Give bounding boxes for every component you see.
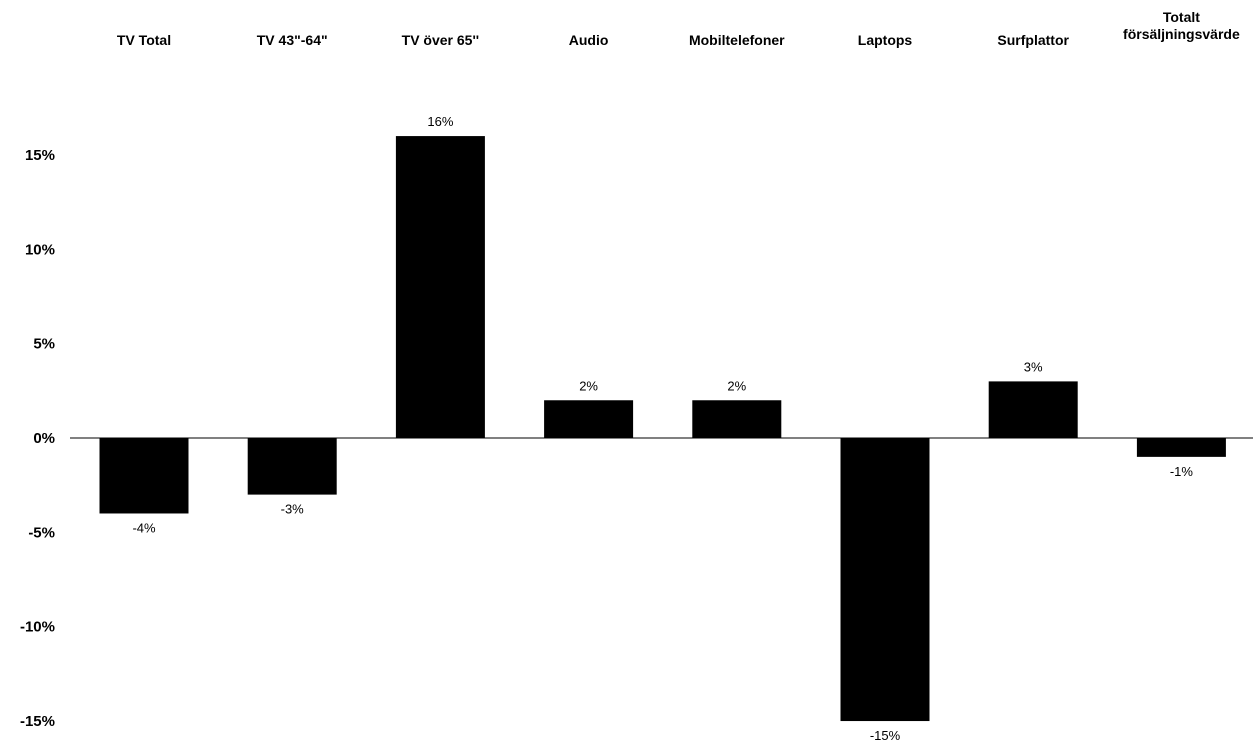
data-label-audio: 2% — [579, 378, 598, 393]
category-label-line: Surfplattor — [997, 32, 1069, 48]
category-label-line: Mobiltelefoner — [689, 32, 785, 48]
category-label-line: Audio — [569, 32, 609, 48]
category-label-laptops: Laptops — [858, 32, 913, 48]
bar-totalt-försäljningsvärde — [1136, 438, 1226, 457]
bar-tv-total — [99, 438, 189, 514]
category-labels: TV Total TV 43"-64" TV över 65'' Audio Mobil… — [117, 9, 1240, 48]
data-label-laptops: -15% — [870, 728, 901, 743]
data-label-tv-över-65: 16% — [427, 114, 453, 129]
bar-audio — [544, 400, 634, 438]
data-labels: -4% -3% 16% 2% 2% -15% 3% -1% — [132, 114, 1193, 743]
category-label-tv-total: TV Total — [117, 32, 171, 48]
category-label-line: Laptops — [858, 32, 913, 48]
bar-surfplattor — [988, 381, 1078, 438]
y-tick-label: 10% — [25, 241, 55, 258]
data-label-totalt-försäljningsvärde: -1% — [1170, 464, 1194, 479]
category-label-surfplattor: Surfplattor — [997, 32, 1069, 48]
bar-mobiltelefoner — [692, 400, 782, 438]
data-label-surfplattor: 3% — [1024, 359, 1043, 374]
y-tick-label: -15% — [20, 713, 55, 730]
category-label-tv-43-64: TV 43"-64" — [257, 32, 328, 48]
category-label-line: TV 43"-64" — [257, 32, 328, 48]
data-label-tv-43-64: -3% — [281, 502, 305, 517]
y-tick-label: 5% — [33, 336, 55, 353]
category-label-tv-över-65: TV över 65'' — [402, 32, 479, 48]
category-label-line: TV Total — [117, 32, 171, 48]
category-label-mobiltelefoner: Mobiltelefoner — [689, 32, 785, 48]
y-tick-label: -10% — [20, 619, 55, 636]
category-label-line: försäljningsvärde — [1123, 26, 1240, 42]
bar-tv-över-65 — [395, 136, 485, 438]
y-axis-tick-labels: 15% 10% 5% 0% -5% -10% -15% — [20, 147, 55, 730]
y-tick-label: 0% — [33, 430, 55, 447]
y-tick-label: -5% — [28, 524, 55, 541]
bars — [99, 136, 1226, 722]
y-tick-label: 15% — [25, 147, 55, 164]
category-label-line: Totalt — [1163, 9, 1200, 25]
category-label-totalt-försäljningsvärde: Totalt försäljningsvärde — [1123, 9, 1240, 42]
bar-tv-43-64 — [247, 438, 337, 495]
data-label-mobiltelefoner: 2% — [727, 378, 746, 393]
category-label-audio: Audio — [569, 32, 609, 48]
category-label-line: TV över 65'' — [402, 32, 479, 48]
data-label-tv-total: -4% — [132, 520, 156, 535]
bar-laptops — [840, 438, 930, 722]
